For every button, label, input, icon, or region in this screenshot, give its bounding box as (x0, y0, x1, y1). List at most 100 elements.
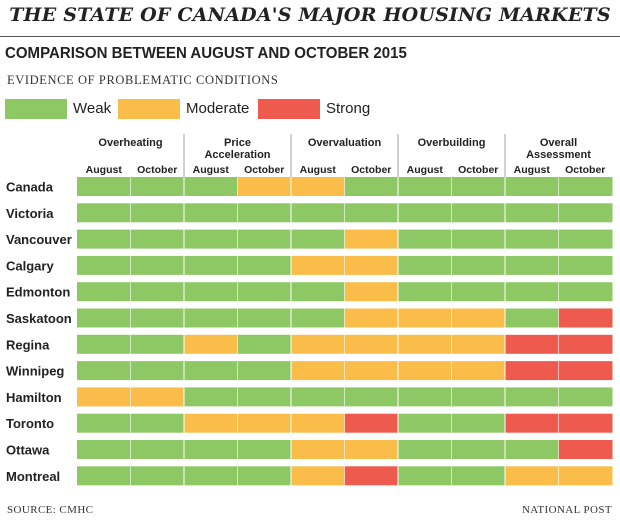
evidence-label: EVIDENCE OF PROBLEMATIC CONDITIONS (7, 73, 279, 87)
cell-hamilton-price-acceleration-october (237, 387, 292, 407)
cell-toronto-overvaluation-october (344, 413, 399, 433)
period-label-october-3: October (244, 164, 284, 176)
cell-edmonton-price-acceleration-october (237, 282, 292, 302)
cell-vancouver-overbuilding-august (398, 229, 452, 249)
row-label-ottawa: Ottawa (6, 443, 50, 458)
cell-edmonton-overvaluation-august (291, 282, 345, 302)
cell-vancouver-overvaluation-august (291, 229, 345, 249)
cell-toronto-overall-assessment-october (558, 413, 613, 433)
cell-calgary-overheating-august (77, 255, 131, 275)
cell-hamilton-overheating-august (77, 387, 131, 407)
legend-label-weak: Weak (73, 100, 112, 117)
cell-edmonton-overheating-october (130, 282, 185, 302)
cell-calgary-overbuilding-october (451, 255, 506, 275)
row-label-vancouver: Vancouver (6, 232, 72, 247)
cell-saskatoon-price-acceleration-october (237, 308, 292, 328)
cell-hamilton-overall-assessment-october (558, 387, 613, 407)
cell-vancouver-overheating-october (130, 229, 185, 249)
cell-winnipeg-price-acceleration-august (184, 361, 238, 381)
cell-hamilton-overvaluation-october (344, 387, 399, 407)
cell-canada-price-acceleration-august (184, 177, 238, 196)
cell-montreal-overheating-october (130, 466, 185, 486)
cell-hamilton-overheating-october (130, 387, 185, 407)
cell-winnipeg-overbuilding-october (451, 361, 506, 381)
cell-regina-price-acceleration-august (184, 334, 238, 354)
period-label-august-6: August (407, 164, 444, 176)
cell-victoria-overall-assessment-august (505, 203, 559, 223)
cell-winnipeg-overall-assessment-october (558, 361, 613, 381)
cell-calgary-overbuilding-august (398, 255, 452, 275)
cell-canada-price-acceleration-october (237, 177, 292, 196)
cell-calgary-overall-assessment-october (558, 255, 613, 275)
chart-title: THE STATE OF CANADA'S MAJOR HOUSING MARK… (9, 4, 611, 26)
cell-ottawa-price-acceleration-august (184, 440, 238, 459)
column-group-label-overvaluation: Overvaluation (308, 137, 382, 149)
cell-calgary-overvaluation-october (344, 255, 399, 275)
row-label-calgary: Calgary (6, 258, 54, 273)
cell-toronto-price-acceleration-august (184, 413, 238, 433)
cell-victoria-price-acceleration-august (184, 203, 238, 223)
cell-victoria-overbuilding-august (398, 203, 452, 223)
cell-ottawa-overheating-august (77, 440, 131, 459)
cell-saskatoon-overheating-october (130, 308, 185, 328)
cell-victoria-overvaluation-august (291, 203, 345, 223)
cell-calgary-price-acceleration-august (184, 255, 238, 275)
column-group-label-overbuilding: Overbuilding (418, 137, 486, 149)
cell-saskatoon-overbuilding-october (451, 308, 506, 328)
cell-regina-overall-assessment-august (505, 334, 559, 354)
cell-saskatoon-price-acceleration-august (184, 308, 238, 328)
column-group-label-overall-assessment-line1: Overall (540, 137, 577, 149)
cell-toronto-price-acceleration-october (237, 413, 292, 433)
row-label-regina: Regina (6, 337, 50, 352)
cell-montreal-price-acceleration-august (184, 466, 238, 486)
cell-calgary-overheating-october (130, 255, 185, 275)
legend-label-moderate: Moderate (186, 100, 250, 117)
cell-canada-overvaluation-august (291, 177, 345, 196)
cell-saskatoon-overall-assessment-october (558, 308, 613, 328)
period-label-august-8: August (514, 164, 551, 176)
title-rule (0, 36, 620, 37)
cell-canada-overall-assessment-august (505, 177, 559, 196)
row-label-canada: Canada (6, 180, 54, 195)
cell-victoria-overall-assessment-october (558, 203, 613, 223)
period-label-october-9: October (565, 164, 605, 176)
period-label-october-5: October (351, 164, 391, 176)
cell-calgary-price-acceleration-october (237, 255, 292, 275)
period-label-october-1: October (137, 164, 177, 176)
cell-calgary-overvaluation-august (291, 255, 345, 275)
cell-vancouver-price-acceleration-october (237, 229, 292, 249)
row-label-edmonton: Edmonton (6, 285, 70, 300)
cell-canada-overbuilding-august (398, 177, 452, 196)
cell-saskatoon-overbuilding-august (398, 308, 452, 328)
cell-canada-overheating-august (77, 177, 131, 196)
cell-montreal-overbuilding-october (451, 466, 506, 486)
cell-vancouver-overbuilding-october (451, 229, 506, 249)
cell-winnipeg-overbuilding-august (398, 361, 452, 381)
row-label-hamilton: Hamilton (6, 390, 62, 405)
cell-edmonton-overall-assessment-october (558, 282, 613, 302)
cell-montreal-overall-assessment-october (558, 466, 613, 486)
legend-label-strong: Strong (326, 100, 371, 117)
cell-canada-overvaluation-october (344, 177, 399, 196)
cell-winnipeg-overall-assessment-august (505, 361, 559, 381)
cell-winnipeg-overvaluation-august (291, 361, 345, 381)
cell-montreal-price-acceleration-october (237, 466, 292, 486)
cell-victoria-overheating-august (77, 203, 131, 223)
cell-toronto-overbuilding-october (451, 413, 506, 433)
period-label-august-4: August (300, 164, 337, 176)
cell-victoria-overbuilding-october (451, 203, 506, 223)
cell-ottawa-overvaluation-august (291, 440, 345, 459)
row-label-victoria: Victoria (6, 206, 54, 221)
cell-hamilton-overbuilding-october (451, 387, 506, 407)
cell-canada-overbuilding-october (451, 177, 506, 196)
cell-victoria-overheating-october (130, 203, 185, 223)
cell-ottawa-overbuilding-august (398, 440, 452, 459)
period-label-august-2: August (193, 164, 230, 176)
cell-calgary-overall-assessment-august (505, 255, 559, 275)
cell-hamilton-price-acceleration-august (184, 387, 238, 407)
cell-vancouver-overvaluation-october (344, 229, 399, 249)
source-note: SOURCE: CMHC (7, 504, 94, 516)
cell-saskatoon-overvaluation-october (344, 308, 399, 328)
cell-montreal-overbuilding-august (398, 466, 452, 486)
